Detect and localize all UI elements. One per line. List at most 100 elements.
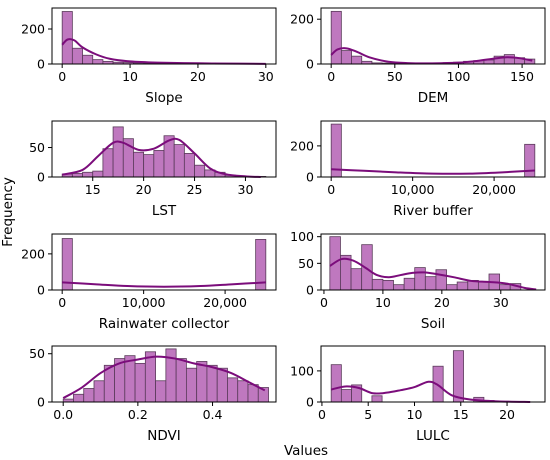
histogram-bar bbox=[237, 380, 249, 403]
x-tick-label: 0 bbox=[58, 69, 66, 84]
kde-curve bbox=[61, 137, 261, 178]
axes-frame bbox=[51, 120, 277, 178]
y-axis-title: Frequency bbox=[0, 177, 16, 247]
histogram-bar bbox=[61, 11, 73, 65]
y-tick-label: 50 bbox=[29, 346, 45, 361]
histogram-bar bbox=[102, 148, 114, 178]
kde-curve bbox=[330, 380, 531, 403]
histogram-bar bbox=[456, 281, 469, 291]
histogram-bar bbox=[185, 367, 198, 403]
panel-4: 0 10,000 20,000 0 200 River buffer bbox=[290, 120, 546, 219]
histogram-bar bbox=[82, 171, 94, 178]
histogram-bar bbox=[153, 150, 165, 178]
axes-frame bbox=[320, 233, 546, 291]
y-tick-label: 0 bbox=[37, 283, 45, 298]
histogram-bar bbox=[73, 393, 85, 403]
x-tick-label: 30 bbox=[493, 295, 509, 310]
histogram-bar bbox=[112, 126, 124, 178]
histogram-bar bbox=[393, 284, 405, 291]
histogram-bar bbox=[173, 144, 185, 178]
histogram-bar bbox=[71, 47, 83, 65]
x-tick-label: 30 bbox=[238, 182, 254, 197]
panel-1: 0 10 20 30 0 200 Slope bbox=[21, 7, 277, 106]
histogram-bar bbox=[340, 389, 352, 403]
x-tick-label: 20,000 bbox=[472, 182, 516, 197]
x-tick-label: 15 bbox=[453, 407, 469, 422]
x-tick-label: 0 bbox=[318, 407, 326, 422]
histogram-bar bbox=[206, 364, 218, 403]
kde-curve bbox=[61, 38, 266, 65]
histogram-bar bbox=[403, 277, 416, 291]
kde-curve bbox=[62, 355, 266, 400]
x-tick-label: 10 bbox=[122, 69, 138, 84]
x-tick-label: 25 bbox=[187, 182, 203, 197]
histogram-bar bbox=[446, 284, 458, 291]
panel-x-axis-title: Slope bbox=[145, 90, 182, 106]
panel-x-axis-title: NDVI bbox=[147, 428, 180, 444]
y-tick-label: 200 bbox=[290, 138, 314, 153]
y-tick-label: 100 bbox=[290, 229, 314, 244]
histogram-bar bbox=[351, 55, 363, 65]
histogram-bar bbox=[330, 10, 342, 65]
y-tick-label: 200 bbox=[21, 246, 45, 261]
panel-3: 15 20 25 30 0 50 LST bbox=[29, 120, 277, 219]
histogram-bar bbox=[371, 278, 384, 291]
x-tick-label: 0 bbox=[327, 69, 335, 84]
panel-8: 0 5 10 15 20 0 100 LULC bbox=[290, 345, 546, 444]
kde-curve bbox=[329, 257, 537, 291]
x-tick-label: 0.0 bbox=[53, 407, 73, 422]
x-tick-label: 0.2 bbox=[128, 407, 148, 422]
kde-curve bbox=[331, 168, 535, 175]
kde-curve bbox=[330, 47, 533, 65]
x-tick-label: 20 bbox=[434, 295, 450, 310]
x-tick-label: 5 bbox=[364, 407, 372, 422]
axes-frame bbox=[51, 233, 277, 291]
axes-frame bbox=[320, 7, 546, 65]
x-tick-label: 20,000 bbox=[203, 295, 247, 310]
x-tick-label: 0 bbox=[58, 295, 66, 310]
panel-6: 0 10 20 30 0 50 100 Soil bbox=[290, 229, 546, 332]
panel-x-axis-title: LST bbox=[152, 203, 177, 219]
histogram-bar bbox=[499, 284, 511, 291]
panel-x-axis-title: River buffer bbox=[393, 203, 473, 219]
x-axis-title: Values bbox=[284, 443, 328, 459]
histogram-bar bbox=[134, 362, 146, 403]
histogram-bar bbox=[92, 170, 104, 178]
x-tick-label: 0 bbox=[320, 295, 328, 310]
histogram-bar bbox=[424, 276, 437, 291]
histogram-bar bbox=[340, 50, 352, 65]
y-tick-label: 100 bbox=[290, 363, 314, 378]
y-tick-label: 0 bbox=[306, 57, 314, 72]
panel-x-axis-title: Rainwater collector bbox=[99, 316, 230, 332]
histogram-bar bbox=[330, 364, 342, 403]
histogram-bar bbox=[503, 54, 515, 65]
y-tick-label: 200 bbox=[290, 12, 314, 27]
axes-frame bbox=[51, 345, 277, 403]
panel-2: 0 50 100 150 0 200 DEM bbox=[290, 7, 546, 106]
histogram-bar bbox=[144, 351, 157, 403]
y-tick-label: 0 bbox=[306, 395, 314, 410]
x-tick-label: 30 bbox=[258, 69, 274, 84]
y-tick-label: 0 bbox=[306, 170, 314, 185]
x-tick-label: 0 bbox=[327, 182, 335, 197]
histogram-bar bbox=[82, 54, 94, 65]
x-tick-label: 20 bbox=[499, 407, 515, 422]
y-tick-label: 50 bbox=[29, 140, 45, 155]
histogram-bar bbox=[194, 164, 206, 178]
x-tick-label: 10 bbox=[375, 295, 391, 310]
x-tick-label: 20 bbox=[136, 182, 152, 197]
histogram-bar bbox=[124, 355, 136, 403]
histogram-bar bbox=[414, 267, 426, 291]
histogram-bar bbox=[133, 151, 145, 178]
x-tick-label: 10,000 bbox=[122, 295, 166, 310]
histogram-bar bbox=[227, 377, 239, 403]
histogram-bar bbox=[382, 279, 394, 291]
histogram-bar bbox=[183, 153, 195, 178]
axes-frame bbox=[320, 120, 546, 178]
y-tick-label: 200 bbox=[21, 22, 45, 37]
panel-x-axis-title: LULC bbox=[416, 428, 450, 444]
x-tick-label: 0.4 bbox=[203, 407, 223, 422]
axes-frame bbox=[51, 7, 277, 65]
